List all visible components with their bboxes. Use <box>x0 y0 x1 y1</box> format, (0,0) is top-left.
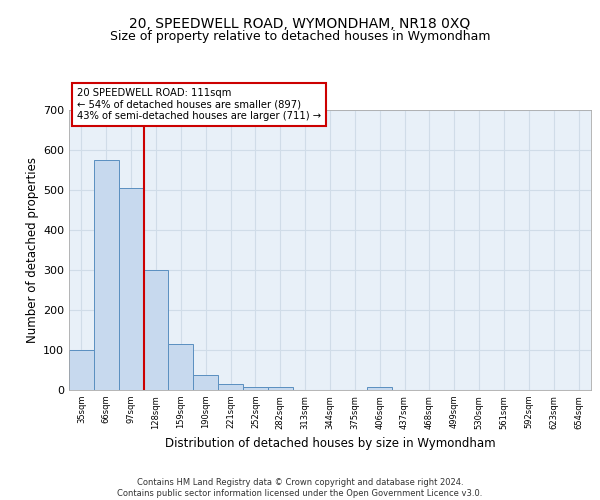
Text: Size of property relative to detached houses in Wymondham: Size of property relative to detached ho… <box>110 30 490 43</box>
Y-axis label: Number of detached properties: Number of detached properties <box>26 157 39 343</box>
X-axis label: Distribution of detached houses by size in Wymondham: Distribution of detached houses by size … <box>164 437 496 450</box>
Text: 20 SPEEDWELL ROAD: 111sqm
← 54% of detached houses are smaller (897)
43% of semi: 20 SPEEDWELL ROAD: 111sqm ← 54% of detac… <box>77 88 321 121</box>
Bar <box>94 160 119 390</box>
Bar <box>367 387 392 390</box>
Bar <box>193 375 218 390</box>
Bar <box>243 387 268 390</box>
Bar <box>143 270 169 390</box>
Bar <box>119 188 143 390</box>
Bar <box>268 387 293 390</box>
Text: Contains HM Land Registry data © Crown copyright and database right 2024.
Contai: Contains HM Land Registry data © Crown c… <box>118 478 482 498</box>
Bar <box>169 344 193 390</box>
Bar <box>218 384 243 390</box>
Text: 20, SPEEDWELL ROAD, WYMONDHAM, NR18 0XQ: 20, SPEEDWELL ROAD, WYMONDHAM, NR18 0XQ <box>130 18 470 32</box>
Bar <box>69 350 94 390</box>
